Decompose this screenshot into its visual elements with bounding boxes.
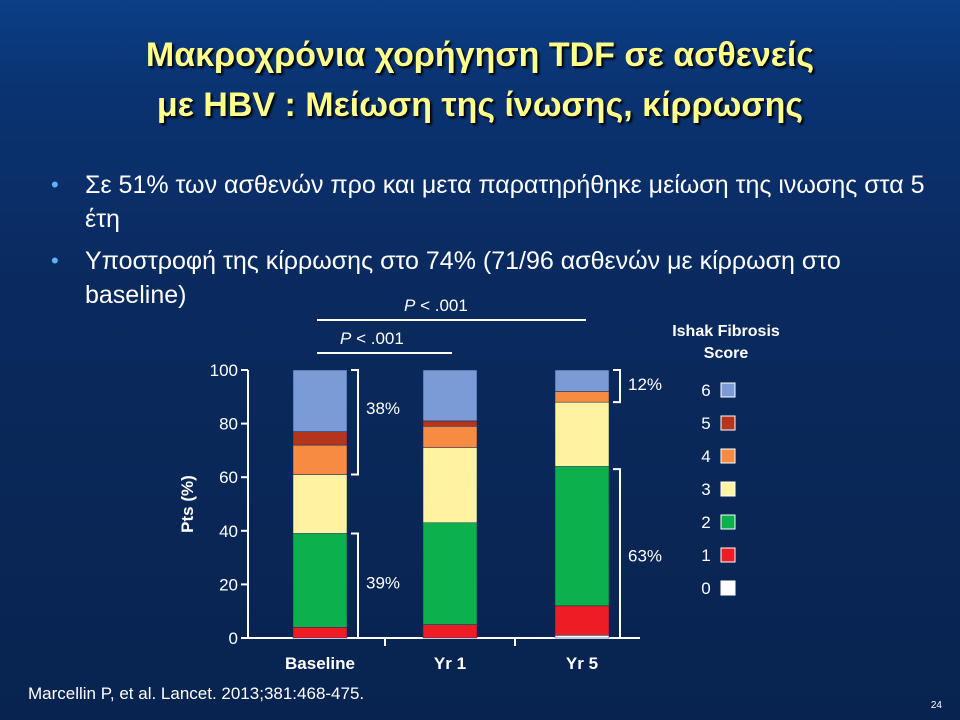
legend-label: 6 (701, 381, 710, 400)
legend-label: 2 (701, 513, 710, 532)
bar-segment-score-1 (292, 627, 348, 639)
citation: Marcellin P, et al. Lancet. 2013;381:468… (28, 684, 365, 703)
legend-title-line-1: Ishak Fibrosis (672, 323, 780, 340)
chart-legend: Ishak Fibrosis Score 6 5 4 3 2 1 0 (672, 323, 780, 598)
significance-label: P < .001 (340, 329, 404, 348)
y-tick-label: 40 (219, 522, 238, 541)
bracket (613, 369, 621, 404)
bar-segment-score-5 (422, 420, 478, 427)
bullet-item: • Υποστροφή της κίρρωσης στο 74% (71/96 … (45, 244, 925, 312)
slide-title-line-1: Μακροχρόνια χορήγηση TDF σε ασθενείς (145, 36, 815, 74)
slide-number: 24 (930, 700, 942, 711)
legend-swatch-score-5 (720, 415, 736, 431)
slide-title: Μακροχρόνια χορήγηση TDF σε ασθενείς με … (0, 30, 960, 130)
p-value: < .001 (415, 296, 467, 315)
bullet-text: Σε 51% των ασθενών προ και μετα παρατηρή… (85, 171, 925, 233)
legend-label: 1 (701, 546, 710, 565)
y-tick-label: 100 (210, 361, 238, 380)
p-value: < .001 (351, 329, 403, 348)
y-tick-label: 80 (219, 415, 238, 434)
bar-segment-score-4 (422, 426, 478, 448)
x-tick-label: Yr 1 (434, 654, 466, 673)
bullet-dot-icon: • (51, 248, 59, 273)
bar-segment-score-6 (422, 369, 478, 422)
bar-segment-score-6 (292, 369, 348, 432)
bullet-item: • Σε 51% των ασθενών προ και μετα παρατη… (45, 168, 925, 236)
annotation-label: 39% (366, 573, 400, 592)
bar-segment-score-3 (554, 401, 610, 467)
slide-title-line-2: με HBV : Μείωση της ίνωσης, κίρρωσης (156, 86, 804, 124)
bullet-dot-icon: • (51, 172, 59, 197)
bar-segment-score-6 (554, 369, 610, 392)
annotation-label: 38% (366, 399, 400, 418)
legend-label: 3 (701, 480, 710, 499)
legend-label: 4 (701, 447, 710, 466)
p-symbol: P (340, 329, 352, 348)
legend-title-line-2: Score (704, 345, 749, 362)
annotation-label: 63% (628, 547, 662, 566)
bar-segment-score-2 (292, 533, 348, 628)
bracket (351, 369, 359, 476)
y-tick-label: 20 (219, 575, 238, 594)
bullet-list: • Σε 51% των ασθενών προ και μετα παρατη… (45, 168, 925, 320)
legend-swatch-score-0 (720, 580, 736, 596)
legend-swatch-score-4 (720, 448, 736, 464)
annotation-label: 12% (628, 375, 662, 394)
y-tick-label: 60 (219, 468, 238, 487)
bar-segment-score-3 (422, 447, 478, 524)
significance-label: P < .001 (404, 296, 468, 315)
p-symbol: P (404, 296, 416, 315)
bullet-text: Υποστροφή της κίρρωσης στο 74% (71/96 ασ… (85, 247, 841, 309)
legend-label: 0 (701, 579, 710, 598)
bar-segment-score-1 (554, 605, 610, 636)
bar-segment-score-2 (422, 522, 478, 625)
legend-swatch-score-6 (720, 382, 736, 398)
bracket (351, 532, 359, 639)
x-tick-label: Baseline (285, 654, 355, 673)
y-axis-label: Pts (%) (178, 475, 197, 533)
bar-segment-score-3 (292, 474, 348, 534)
legend-label: 5 (701, 414, 710, 433)
bar-segment-score-4 (292, 444, 348, 475)
x-tick-label: Yr 5 (566, 654, 598, 673)
legend-swatch-score-1 (720, 547, 736, 563)
chart-bars (292, 369, 610, 639)
legend-swatch-score-2 (720, 514, 736, 530)
legend-swatch-score-3 (720, 481, 736, 497)
bar-segment-score-4 (554, 391, 610, 403)
y-tick-label: 0 (229, 629, 238, 648)
bar-segment-score-5 (292, 431, 348, 446)
bracket (613, 468, 621, 639)
bar-segment-score-2 (554, 466, 610, 607)
bar-segment-score-0 (554, 635, 610, 639)
bar-segment-score-1 (422, 624, 478, 639)
